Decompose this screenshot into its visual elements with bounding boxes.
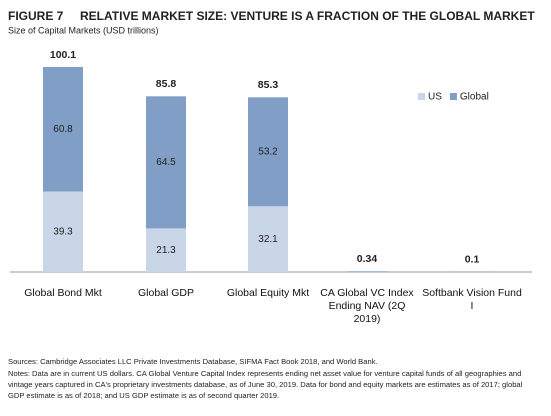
- chart-title: RELATIVE MARKET SIZE: VENTURE IS A FRACT…: [80, 9, 535, 23]
- value-label: 60.8: [53, 124, 73, 135]
- x-tick-label: Global Bond Mkt: [24, 287, 102, 299]
- x-tick-label: Global GDP: [137, 287, 195, 299]
- total-label: 85.3: [258, 79, 279, 91]
- bar-segment: [146, 228, 186, 272]
- x-tick-label: Softbank Vision Fund I: [422, 287, 522, 312]
- total-label: 100.1: [50, 49, 76, 61]
- legend-label: Global: [460, 92, 489, 103]
- bar-segment: [146, 96, 186, 229]
- sources: Sources: Cambridge Associates LLC Privat…: [8, 357, 378, 366]
- value-label: 39.3: [53, 226, 73, 237]
- value-label: 32.1: [258, 234, 278, 245]
- legend-swatch: [449, 93, 457, 100]
- figure-label: FIGURE 7: [8, 9, 64, 23]
- bar-segment: [248, 206, 288, 272]
- value-label: 64.5: [156, 157, 176, 168]
- total-label: 0.34: [357, 253, 378, 265]
- bar-segment: [43, 191, 83, 272]
- notes: Notes: Data are in current US dollars. C…: [8, 369, 523, 400]
- bar-segment: [248, 97, 288, 207]
- total-label: 85.8: [156, 78, 177, 90]
- value-label: 21.3: [156, 245, 176, 256]
- bar: [347, 271, 387, 272]
- legend-swatch: [418, 93, 425, 100]
- bar-segment: [43, 67, 83, 192]
- total-label: 0.1: [465, 254, 480, 266]
- x-tick-label: Global Equity Mkt: [226, 287, 310, 299]
- x-tick-label: CA Global VC Index Ending NAV (2Q 2019): [320, 287, 414, 325]
- value-label: 53.2: [258, 146, 278, 157]
- chart-subtitle: Size of Capital Markets (USD trillions): [8, 25, 159, 35]
- legend-label: US: [428, 92, 442, 103]
